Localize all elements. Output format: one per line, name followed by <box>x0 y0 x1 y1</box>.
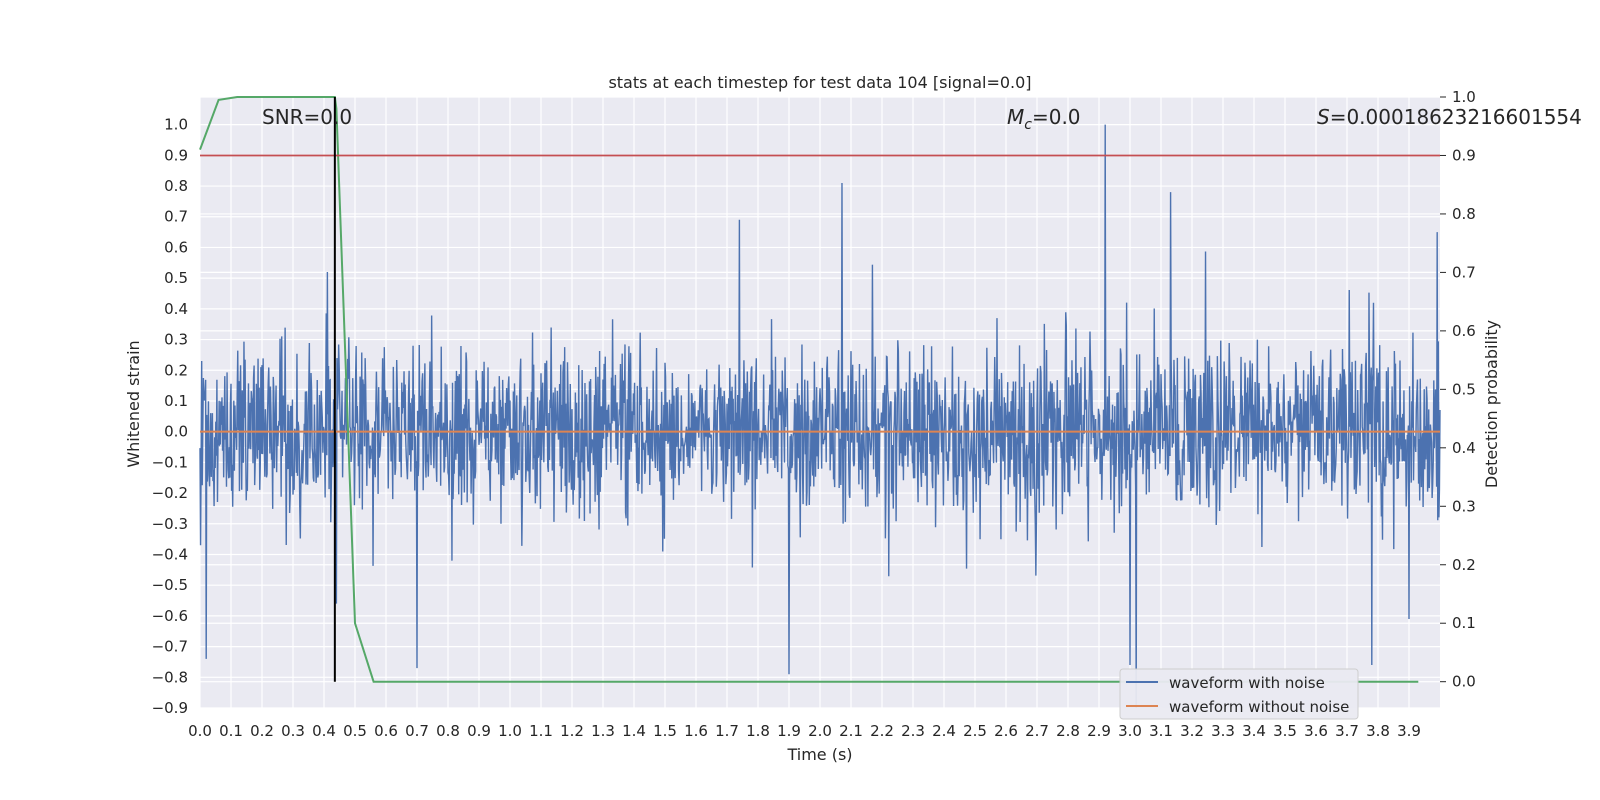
x-tick-label: 2.8 <box>1056 722 1080 740</box>
y-left-tick-label: −0.6 <box>152 607 188 625</box>
x-axis-ticks: 0.0 0.1 0.2 0.3 0.4 0.5 0.6 0.7 0.8 0.9 1.0 1.1 1.2 1… <box>188 722 1421 740</box>
annotation-snr: SNR=0.0 <box>262 105 352 129</box>
annotation-chirp-mass-symbol: M <box>1007 105 1024 129</box>
x-tick-label: 3.7 <box>1335 722 1359 740</box>
x-tick-label: 3.0 <box>1118 722 1142 740</box>
series-detection-probability <box>199 96 1419 683</box>
x-tick-label: 0.7 <box>405 722 429 740</box>
x-tick-label: 3.1 <box>1149 722 1173 740</box>
x-axis-label: Time (s) <box>786 745 852 764</box>
y-left-tick-label: 0.0 <box>164 423 188 441</box>
y-right-tick-label: 0.4 <box>1452 439 1476 457</box>
x-tick-label: 2.6 <box>994 722 1018 740</box>
legend-label-clean: waveform without noise <box>1169 698 1349 716</box>
x-tick-label: 3.5 <box>1273 722 1297 740</box>
x-tick-label: 1.2 <box>560 722 584 740</box>
legend-box <box>1119 668 1359 720</box>
y-axis-right-ticks: 1.0 0.9 0.8 0.7 0.6 0.5 0.4 0.3 0.2 0.1 0.0 <box>1440 88 1476 691</box>
chart-title: stats at each timestep for test data 104… <box>608 73 1031 92</box>
x-tick-label: 3.4 <box>1242 722 1266 740</box>
x-tick-label: 3.8 <box>1366 722 1390 740</box>
y-right-tick-label: 0.5 <box>1452 380 1476 398</box>
series-waveform-with-noise <box>199 124 1441 709</box>
x-tick-label: 1.3 <box>591 722 615 740</box>
legend: waveform with noise waveform without noi… <box>1119 668 1359 720</box>
x-tick-label: 1.7 <box>715 722 739 740</box>
x-tick-label: 3.6 <box>1304 722 1328 740</box>
annotation-s-symbol: S <box>1317 105 1330 129</box>
y-right-tick-label: 0.9 <box>1452 146 1476 164</box>
y-axis-right-label: Detection probability <box>1482 320 1501 488</box>
y-right-tick-label: 0.6 <box>1452 322 1476 340</box>
annotation-s: S=0.00018623216601554 <box>1317 105 1582 129</box>
y-right-tick-label: 0.8 <box>1452 205 1476 223</box>
legend-label-noise: waveform with noise <box>1169 674 1325 692</box>
x-tick-label: 0.9 <box>467 722 491 740</box>
y-right-tick-label: 0.2 <box>1452 556 1476 574</box>
x-tick-label: 0.8 <box>436 722 460 740</box>
x-tick-label: 0.3 <box>281 722 305 740</box>
y-axis-left-ticks: 1.0 0.9 0.8 0.7 0.6 0.5 0.4 0.3 0.2 0.1 0.0 −0.1 −0.… <box>152 116 188 717</box>
y-left-tick-label: 0.5 <box>164 269 188 287</box>
y-right-tick-label: 1.0 <box>1452 88 1476 106</box>
annotation-s-value: =0.00018623216601554 <box>1330 105 1582 129</box>
y-left-tick-label: 0.8 <box>164 177 188 195</box>
x-tick-label: 3.9 <box>1397 722 1421 740</box>
y-left-tick-label: −0.7 <box>152 638 188 656</box>
y-right-tick-label: 0.1 <box>1452 614 1476 632</box>
x-tick-label: 2.0 <box>808 722 832 740</box>
x-tick-label: 1.9 <box>777 722 801 740</box>
y-left-tick-label: 0.3 <box>164 331 188 349</box>
y-left-tick-label: 0.2 <box>164 361 188 379</box>
annotation-clip: S=0.00018623216601554 <box>1317 105 1582 129</box>
y-right-tick-label: 0.3 <box>1452 497 1476 515</box>
x-tick-label: 1.4 <box>622 722 646 740</box>
x-tick-label: 3.3 <box>1211 722 1235 740</box>
x-tick-label: 1.5 <box>653 722 677 740</box>
x-tick-label: 0.4 <box>312 722 336 740</box>
x-tick-label: 0.0 <box>188 722 212 740</box>
x-tick-label: 1.1 <box>529 722 553 740</box>
y-left-tick-label: 0.7 <box>164 208 188 226</box>
y-left-tick-label: −0.5 <box>152 576 188 594</box>
waveform-with-noise-line <box>199 124 1441 709</box>
y-left-tick-label: 0.4 <box>164 300 188 318</box>
y-left-tick-label: −0.2 <box>152 484 188 502</box>
x-tick-label: 1.6 <box>684 722 708 740</box>
x-tick-label: 2.5 <box>963 722 987 740</box>
y-left-tick-label: 0.1 <box>164 392 188 410</box>
x-tick-label: 0.6 <box>374 722 398 740</box>
y-left-tick-label: 0.6 <box>164 238 188 256</box>
x-tick-label: 2.2 <box>870 722 894 740</box>
y-axis-left-label: Whitened strain <box>124 340 143 467</box>
x-tick-label: 1.8 <box>746 722 770 740</box>
x-tick-label: 0.5 <box>343 722 367 740</box>
y-left-tick-label: −0.4 <box>152 545 188 563</box>
x-tick-label: 2.9 <box>1087 722 1111 740</box>
y-left-tick-label: −0.9 <box>152 699 188 717</box>
annotation-chirp-mass-subscript: c <box>1024 117 1032 133</box>
x-tick-label: 2.4 <box>932 722 956 740</box>
x-tick-label: 1.0 <box>498 722 522 740</box>
y-left-tick-label: −0.1 <box>152 453 188 471</box>
markers <box>200 97 1440 682</box>
annotation-chirp-mass-value: =0.0 <box>1032 105 1081 129</box>
x-tick-label: 0.2 <box>250 722 274 740</box>
x-tick-label: 0.1 <box>219 722 243 740</box>
y-right-tick-label: 0.0 <box>1452 673 1476 691</box>
x-tick-label: 2.3 <box>901 722 925 740</box>
y-left-tick-label: 1.0 <box>164 116 188 134</box>
detection-probability-line <box>199 96 1419 683</box>
y-right-tick-label: 0.7 <box>1452 263 1476 281</box>
y-left-tick-label: 0.9 <box>164 146 188 164</box>
x-tick-label: 3.2 <box>1180 722 1204 740</box>
annotation-chirp-mass: Mc=0.0 <box>1007 105 1081 133</box>
x-tick-label: 2.7 <box>1025 722 1049 740</box>
y-left-tick-label: −0.8 <box>152 668 188 686</box>
x-tick-label: 2.1 <box>839 722 863 740</box>
y-left-tick-label: −0.3 <box>152 515 188 533</box>
